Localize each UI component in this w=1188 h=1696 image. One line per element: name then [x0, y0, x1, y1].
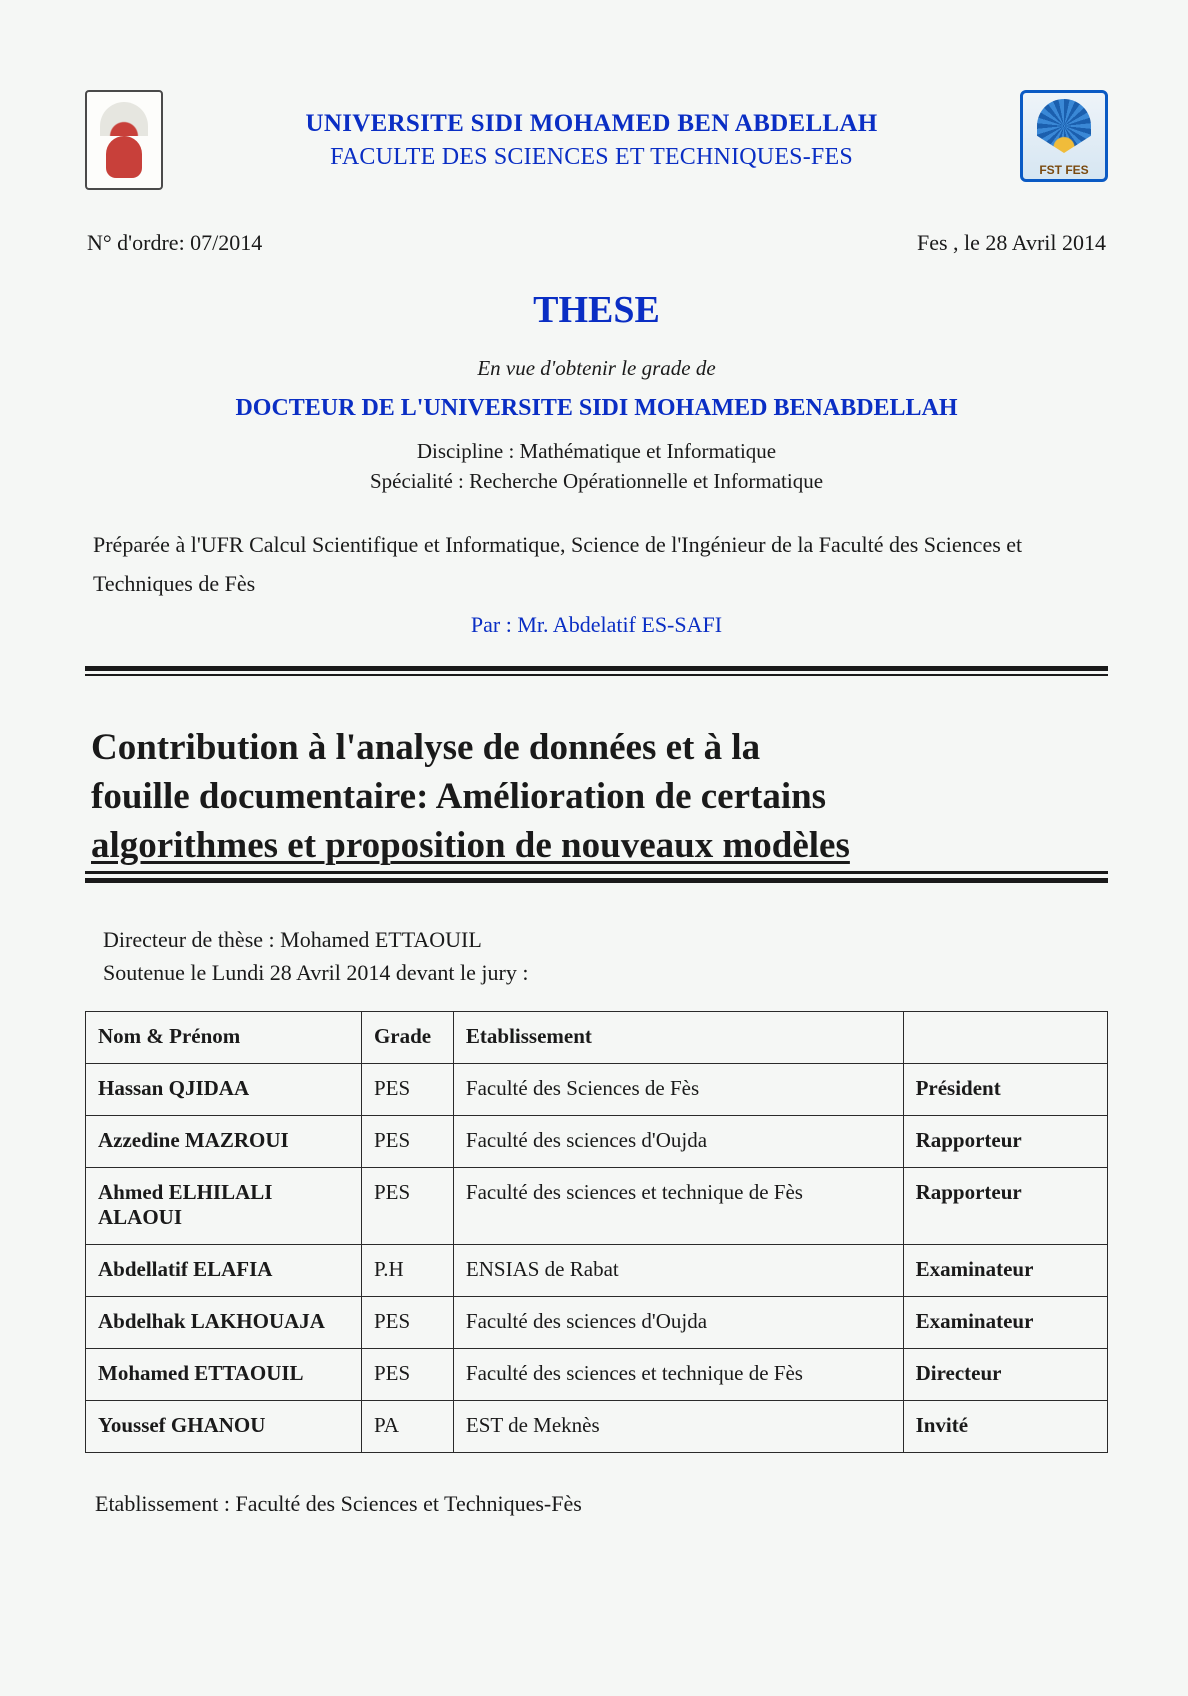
- cell-name: Mohamed ETTAOUIL: [86, 1348, 362, 1400]
- discipline: Discipline : Mathématique et Informatiqu…: [85, 436, 1108, 466]
- title-underline-rule: [85, 871, 1108, 883]
- prepared-text: Préparée à l'UFR Calcul Scientifique et …: [85, 525, 1108, 604]
- cell-grade: PES: [361, 1063, 453, 1115]
- speciality: Spécialité : Recherche Opérationnelle et…: [85, 466, 1108, 496]
- header-name: Nom & Prénom: [86, 1011, 362, 1063]
- cell-etablissement: Faculté des sciences d'Oujda: [453, 1115, 903, 1167]
- fst-logo-label: FST FES: [1023, 163, 1105, 177]
- university-crest-icon: [85, 90, 163, 190]
- faculty-name: FACULTE DES SCIENCES ET TECHNIQUES-FES: [163, 144, 1020, 171]
- title-line-3: algorithmes et proposition de nouveaux m…: [91, 822, 1102, 871]
- cell-etablissement: ENSIAS de Rabat: [453, 1244, 903, 1296]
- cell-grade: PES: [361, 1167, 453, 1244]
- cell-name: Azzedine MAZROUI: [86, 1115, 362, 1167]
- thesis-title: Contribution à l'analyse de données et à…: [85, 724, 1108, 870]
- cell-name: Abdelhak LAKHOUAJA: [86, 1296, 362, 1348]
- cell-name: Youssef GHANOU: [86, 1400, 362, 1452]
- meta-row: N° d'ordre: 07/2014 Fes , le 28 Avril 20…: [85, 230, 1108, 256]
- cell-role: Examinateur: [903, 1244, 1107, 1296]
- author-line: Par : Mr. Abdelatif ES-SAFI: [85, 612, 1108, 638]
- header-titles: UNIVERSITE SIDI MOHAMED BEN ABDELLAH FAC…: [163, 90, 1020, 171]
- place-date: Fes , le 28 Avril 2014: [917, 230, 1106, 256]
- table-header-row: Nom & Prénom Grade Etablissement: [86, 1011, 1108, 1063]
- university-name: UNIVERSITE SIDI MOHAMED BEN ABDELLAH: [163, 110, 1020, 138]
- cell-grade: PES: [361, 1348, 453, 1400]
- table-row: Hassan QJIDAAPESFaculté des Sciences de …: [86, 1063, 1108, 1115]
- order-number: N° d'ordre: 07/2014: [87, 230, 262, 256]
- separator-rule: [85, 666, 1108, 676]
- cell-etablissement: Faculté des sciences et technique de Fès: [453, 1348, 903, 1400]
- table-row: Ahmed ELHILALI ALAOUIPESFaculté des scie…: [86, 1167, 1108, 1244]
- fst-logo-icon: FST FES: [1020, 90, 1108, 182]
- cell-grade: PA: [361, 1400, 453, 1452]
- director-line: Directeur de thèse : Mohamed ETTAOUIL: [103, 923, 1108, 956]
- cell-grade: P.H: [361, 1244, 453, 1296]
- header-etablissement: Etablissement: [453, 1011, 903, 1063]
- cell-etablissement: Faculté des Sciences de Fès: [453, 1063, 903, 1115]
- cell-etablissement: EST de Meknès: [453, 1400, 903, 1452]
- cell-role: Invité: [903, 1400, 1107, 1452]
- grade-intro: En vue d'obtenir le grade de: [85, 356, 1108, 381]
- cell-role: Examinateur: [903, 1296, 1107, 1348]
- director-block: Directeur de thèse : Mohamed ETTAOUIL So…: [85, 923, 1108, 989]
- table-row: Youssef GHANOUPAEST de MeknèsInvité: [86, 1400, 1108, 1452]
- cell-role: Président: [903, 1063, 1107, 1115]
- these-heading: THESE: [85, 288, 1108, 332]
- doctor-line: DOCTEUR DE L'UNIVERSITE SIDI MOHAMED BEN…: [85, 395, 1108, 422]
- cell-etablissement: Faculté des sciences d'Oujda: [453, 1296, 903, 1348]
- footer-etablissement: Etablissement : Faculté des Sciences et …: [85, 1491, 1108, 1517]
- cell-grade: PES: [361, 1115, 453, 1167]
- table-row: Abdellatif ELAFIAP.HENSIAS de RabatExami…: [86, 1244, 1108, 1296]
- defense-date-line: Soutenue le Lundi 28 Avril 2014 devant l…: [103, 956, 1108, 989]
- cell-etablissement: Faculté des sciences et technique de Fès: [453, 1167, 903, 1244]
- table-row: Mohamed ETTAOUILPESFaculté des sciences …: [86, 1348, 1108, 1400]
- cell-name: Abdellatif ELAFIA: [86, 1244, 362, 1296]
- discipline-block: Discipline : Mathématique et Informatiqu…: [85, 436, 1108, 497]
- table-row: Abdelhak LAKHOUAJAPESFaculté des science…: [86, 1296, 1108, 1348]
- cell-name: Hassan QJIDAA: [86, 1063, 362, 1115]
- jury-table: Nom & Prénom Grade Etablissement Hassan …: [85, 1011, 1108, 1453]
- header-row: UNIVERSITE SIDI MOHAMED BEN ABDELLAH FAC…: [85, 90, 1108, 190]
- title-line-1: Contribution à l'analyse de données et à…: [91, 724, 1102, 773]
- cell-role: Directeur: [903, 1348, 1107, 1400]
- cell-name: Ahmed ELHILALI ALAOUI: [86, 1167, 362, 1244]
- table-row: Azzedine MAZROUIPESFaculté des sciences …: [86, 1115, 1108, 1167]
- cell-role: Rapporteur: [903, 1115, 1107, 1167]
- cell-role: Rapporteur: [903, 1167, 1107, 1244]
- cell-grade: PES: [361, 1296, 453, 1348]
- header-role: [903, 1011, 1107, 1063]
- title-line-2: fouille documentaire: Amélioration de ce…: [91, 773, 1102, 822]
- header-grade: Grade: [361, 1011, 453, 1063]
